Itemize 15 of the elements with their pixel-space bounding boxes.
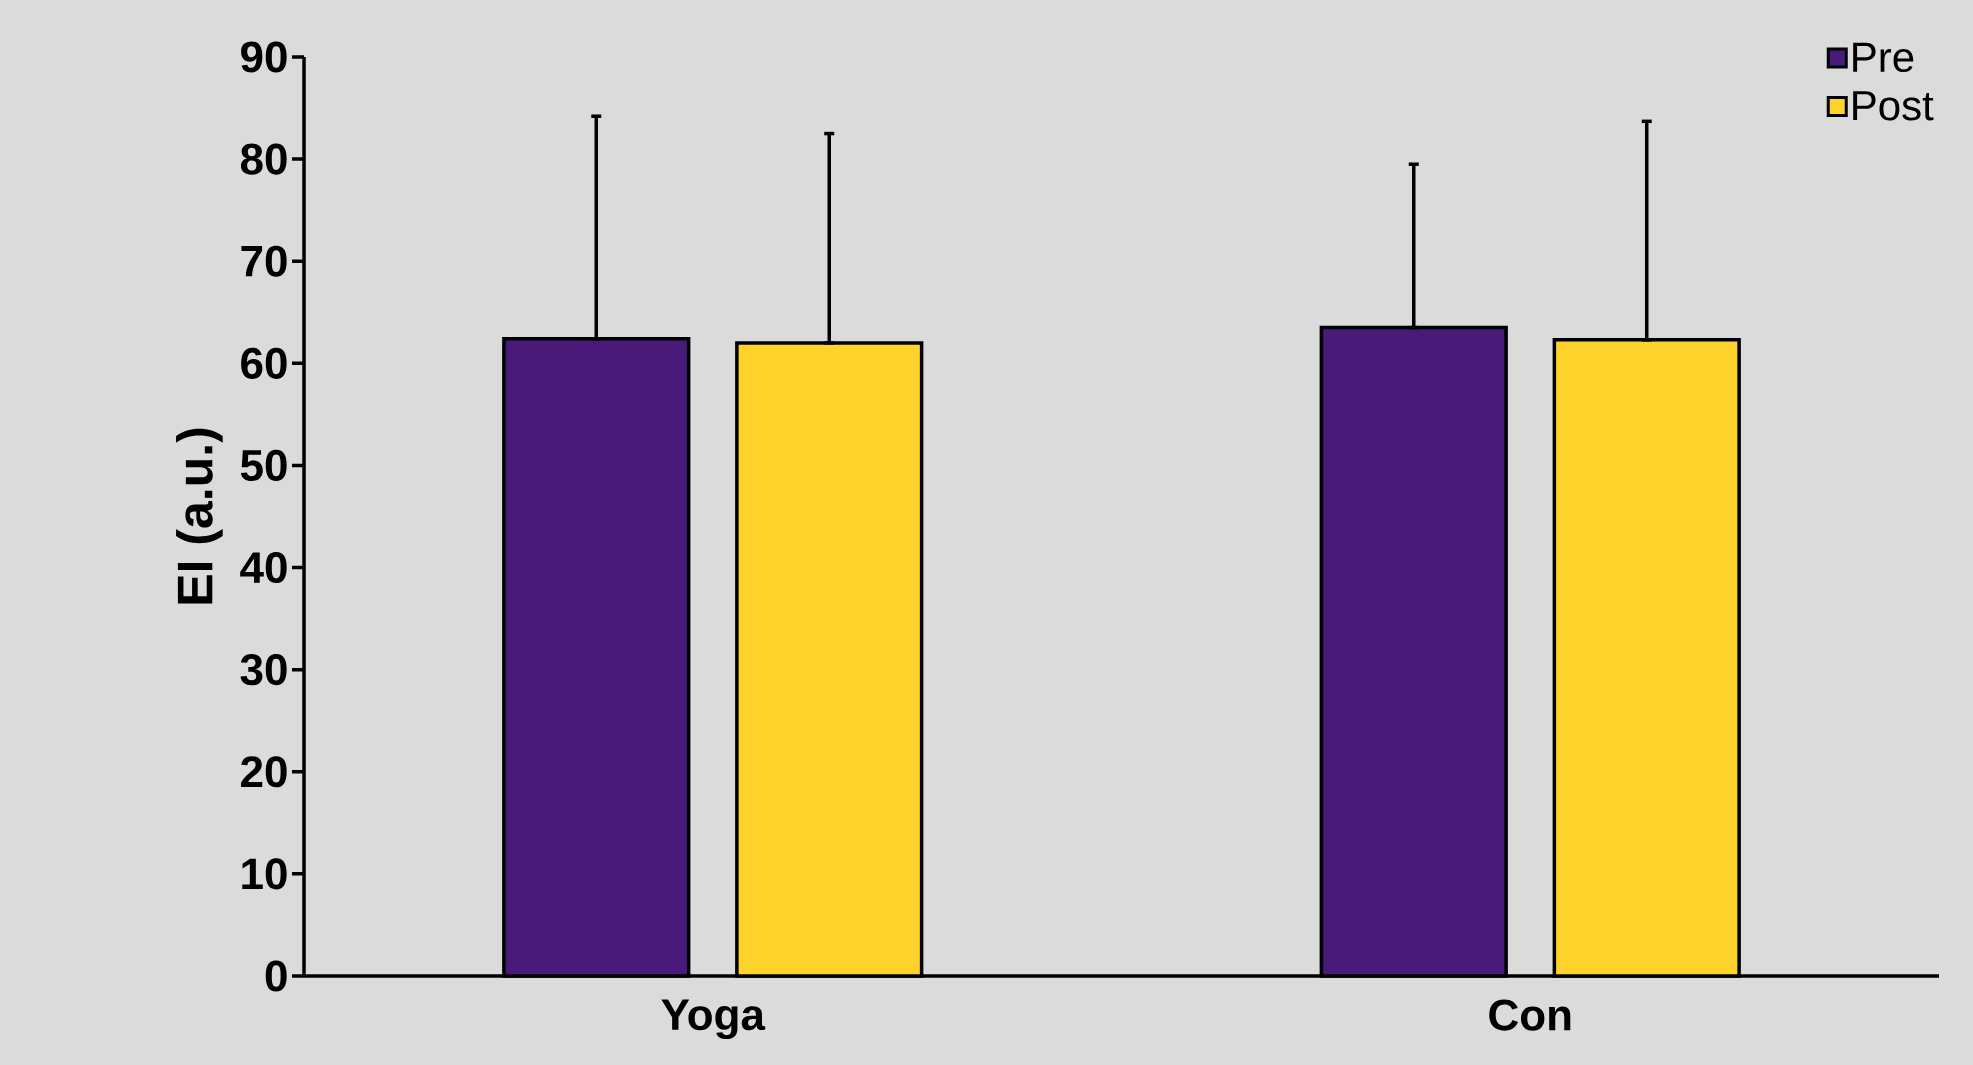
y-tick-label: 40: [240, 551, 287, 584]
y-tick-label: 60: [241, 347, 287, 379]
y-tick-label: 30: [240, 654, 287, 686]
x-tick-label: Yoga: [661, 999, 766, 1040]
legend-label: Pre: [1853, 42, 1914, 73]
x-tick-label: Con: [1489, 999, 1571, 1031]
y-tick-label: 20: [241, 756, 287, 788]
y-tick-label: 0: [265, 960, 287, 992]
y-tick-label: 50: [240, 449, 287, 481]
y-tick-label: 70: [241, 245, 287, 277]
legend-label: Post: [1853, 91, 1934, 121]
y-tick-label: 80: [240, 143, 287, 175]
y-tick-label: 10: [242, 858, 287, 890]
y-axis-title: EI (a.u.): [176, 428, 223, 604]
y-tick-label: 90: [241, 41, 287, 73]
